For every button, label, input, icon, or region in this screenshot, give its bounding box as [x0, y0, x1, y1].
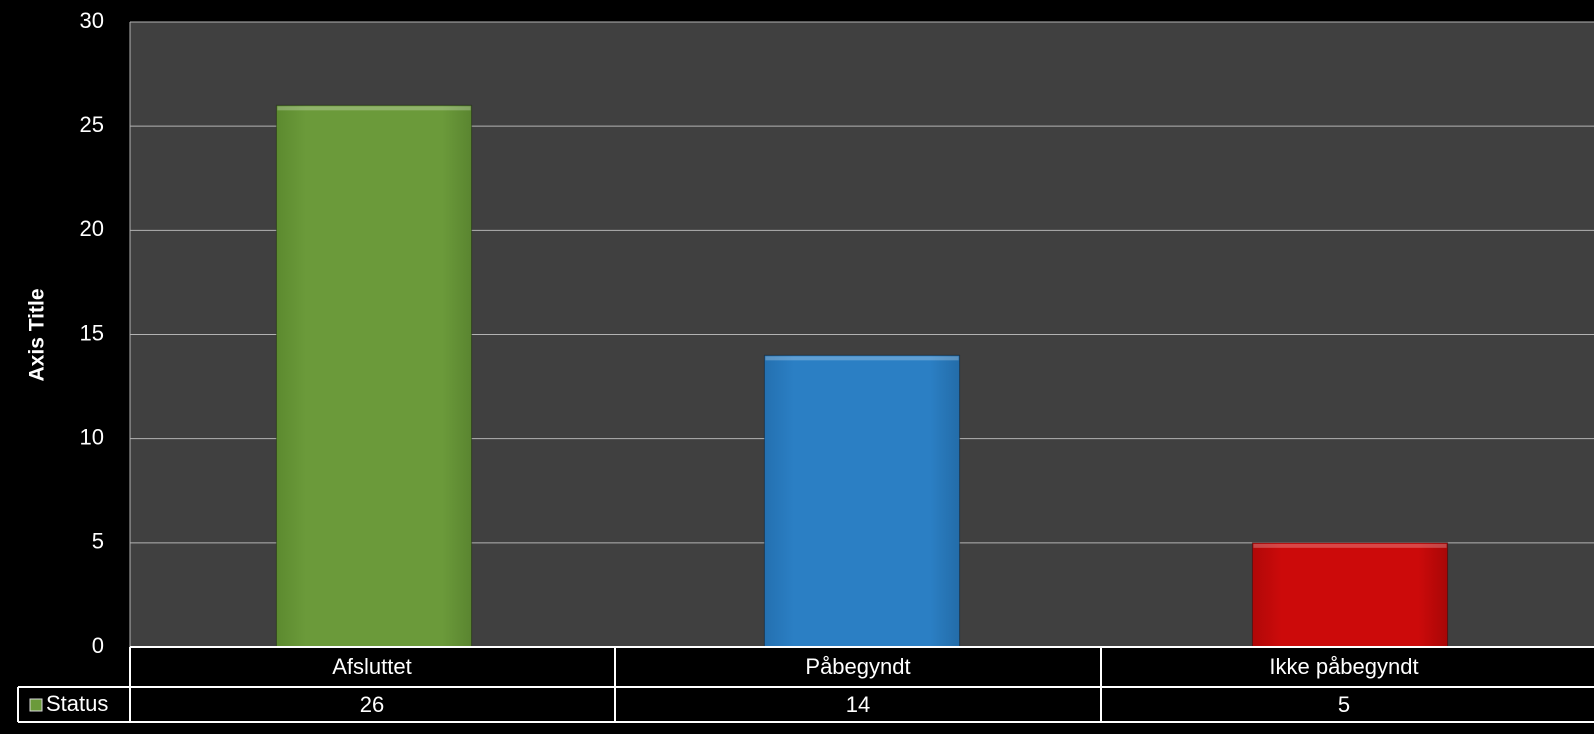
- bar-p-begyndt: [763, 354, 961, 648]
- bar-highlight: [1253, 543, 1447, 548]
- legend-marker: [29, 698, 43, 712]
- category-label-pabegyndt: Påbegyndt: [805, 654, 910, 679]
- category-label-ikke-pabegyndt: Ikke påbegyndt: [1269, 654, 1418, 679]
- y-tick-label: 15: [80, 320, 104, 345]
- data-table-value-pabegyndt: 14: [846, 692, 870, 717]
- y-tick-label: 5: [92, 529, 104, 554]
- y-tick-label: 20: [80, 216, 104, 241]
- data-table-value-afsluttet: 26: [360, 692, 384, 717]
- bar-highlight: [277, 106, 471, 111]
- bar-afsluttet: [275, 104, 473, 648]
- bars: [275, 104, 1449, 648]
- y-axis-title: Axis Title: [26, 289, 49, 382]
- y-tick-label: 30: [80, 8, 104, 33]
- y-tick-label: 25: [80, 112, 104, 137]
- y-tick-label: 0: [92, 633, 104, 658]
- data-table-row-label: Status: [46, 691, 108, 716]
- category-label-afsluttet: Afsluttet: [332, 654, 411, 679]
- data-table: Status Afsluttet Påbegyndt Ikke påbegynd…: [17, 646, 1594, 723]
- bar-highlight: [765, 356, 959, 361]
- data-table-value-ikke-pabegyndt: 5: [1338, 692, 1350, 717]
- bar-ikke-p-begyndt: [1251, 542, 1449, 648]
- y-tick-labels: 0 5 10 15 20 25 30: [80, 8, 104, 658]
- y-tick-label: 10: [80, 424, 104, 449]
